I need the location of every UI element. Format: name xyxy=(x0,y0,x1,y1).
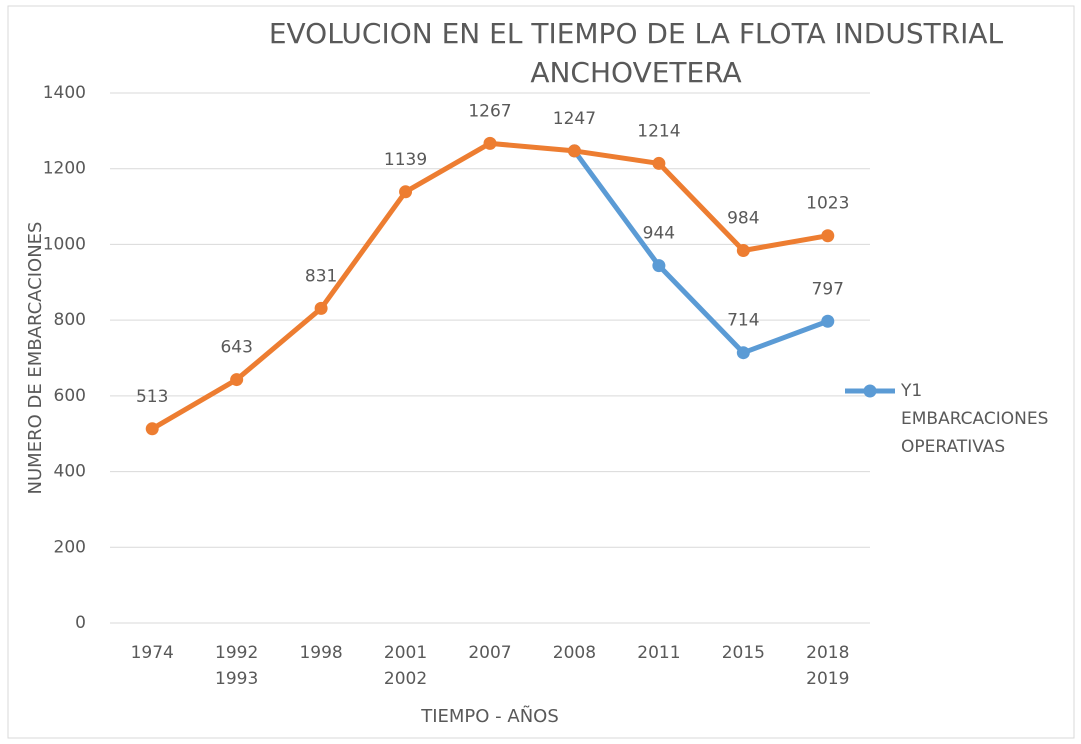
data-label: 643 xyxy=(220,338,252,358)
x-tick-label: 1992 1993 xyxy=(215,643,258,689)
data-point xyxy=(736,346,750,360)
data-label: 984 xyxy=(727,208,759,228)
y-tick-label: 1400 xyxy=(43,83,86,103)
data-label: 1247 xyxy=(553,109,596,129)
x-tick-label: 2015 xyxy=(722,643,765,663)
chart-title: EVOLUCION EN EL TIEMPO DE LA FLOTA INDUS… xyxy=(269,17,1004,50)
series-line xyxy=(572,149,829,356)
data-label: 513 xyxy=(136,387,168,407)
data-point xyxy=(483,136,497,150)
data-label: 944 xyxy=(643,224,675,244)
data-point xyxy=(821,229,835,243)
x-axis-label: TIEMPO - AÑOS xyxy=(420,705,559,727)
x-tick-label: 2018 2019 xyxy=(806,643,849,689)
y-tick-label: 600 xyxy=(54,386,86,406)
y-tick-label: 200 xyxy=(54,537,86,557)
data-label: 714 xyxy=(727,311,759,331)
x-tick-label: 2001 2002 xyxy=(384,643,427,689)
chart-title: ANCHOVETERA xyxy=(530,56,741,89)
y-tick-label: 1200 xyxy=(43,159,86,179)
y-tick-label: 400 xyxy=(54,462,86,482)
x-tick-label: 2011 xyxy=(637,643,680,663)
data-point xyxy=(821,314,835,328)
data-point xyxy=(314,301,328,315)
data-point xyxy=(230,373,244,387)
data-point xyxy=(145,422,159,436)
data-point xyxy=(567,144,581,158)
data-label: 1214 xyxy=(637,121,680,141)
legend-marker xyxy=(863,384,877,398)
legend-label: Y1 EMBARCACIONES OPERATIVAS xyxy=(900,381,1048,457)
x-tick-label: 2007 xyxy=(468,643,511,663)
y-tick-label: 1000 xyxy=(43,234,86,254)
data-label: 1023 xyxy=(806,194,849,214)
data-point xyxy=(736,243,750,257)
data-point xyxy=(399,185,413,199)
y-tick-label: 800 xyxy=(54,310,86,330)
data-label: 1267 xyxy=(468,101,511,121)
chart-border xyxy=(7,5,1075,739)
x-tick-label: 2008 xyxy=(553,643,596,663)
y-tick-label: 0 xyxy=(75,613,86,633)
x-tick-label: 1998 xyxy=(299,643,342,663)
y-axis-label: NUMERO DE EMBARCACIONES xyxy=(25,222,46,495)
data-label: 831 xyxy=(305,266,337,286)
data-label: 1139 xyxy=(384,150,427,170)
data-point xyxy=(652,259,666,273)
data-point xyxy=(652,156,666,170)
x-tick-label: 1974 xyxy=(131,643,174,663)
data-label: 797 xyxy=(812,279,844,299)
